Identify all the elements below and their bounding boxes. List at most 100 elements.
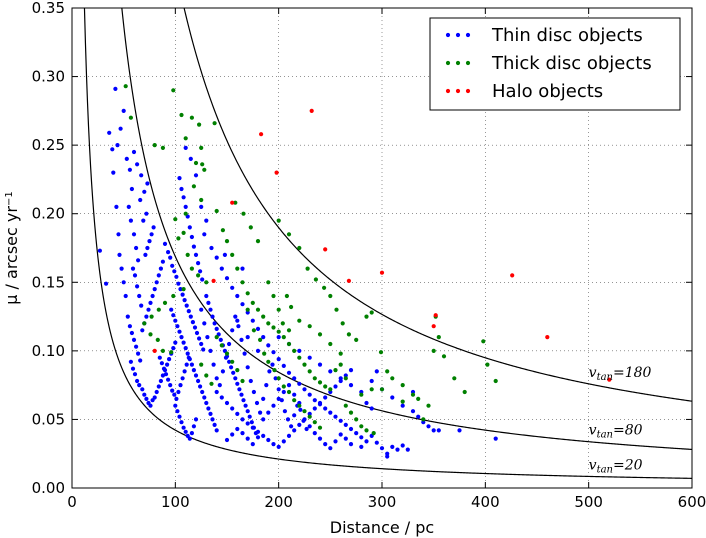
data-point bbox=[138, 358, 143, 363]
data-point bbox=[148, 332, 153, 337]
data-point bbox=[493, 378, 498, 384]
data-point bbox=[125, 314, 130, 319]
data-point bbox=[202, 167, 207, 172]
data-point bbox=[262, 351, 267, 356]
data-point bbox=[348, 410, 354, 415]
x-tick-label: 400 bbox=[471, 493, 500, 511]
data-point bbox=[400, 383, 405, 388]
data-point bbox=[245, 291, 250, 296]
data-point bbox=[183, 145, 188, 150]
legend-box bbox=[429, 17, 681, 111]
data-point bbox=[338, 418, 343, 423]
data-point bbox=[214, 208, 219, 214]
data-point bbox=[127, 167, 132, 172]
data-point bbox=[196, 273, 201, 278]
data-point bbox=[209, 381, 214, 386]
data-point bbox=[229, 365, 234, 370]
data-point bbox=[235, 381, 240, 386]
data-point bbox=[230, 359, 235, 364]
data-point bbox=[196, 261, 201, 266]
data-point bbox=[410, 409, 416, 414]
x-tick-label: 500 bbox=[574, 493, 603, 511]
data-point bbox=[235, 266, 240, 271]
data-point bbox=[186, 355, 191, 360]
data-point bbox=[220, 228, 225, 233]
data-point bbox=[123, 84, 128, 89]
data-point bbox=[359, 392, 364, 397]
legend-label: Thick disc objects bbox=[491, 53, 652, 74]
data-point bbox=[317, 362, 323, 367]
data-point bbox=[175, 324, 180, 329]
data-point bbox=[240, 417, 245, 422]
data-point bbox=[183, 429, 188, 434]
data-point bbox=[237, 387, 242, 392]
data-point bbox=[281, 439, 286, 444]
data-point bbox=[193, 252, 199, 257]
data-point bbox=[510, 273, 515, 278]
data-point bbox=[208, 307, 213, 312]
data-point bbox=[190, 320, 195, 325]
data-point bbox=[118, 126, 123, 131]
legend-marker bbox=[455, 88, 461, 94]
data-point bbox=[249, 420, 254, 425]
data-points bbox=[97, 84, 612, 459]
data-point bbox=[369, 387, 374, 392]
data-point bbox=[426, 403, 431, 408]
data-point bbox=[218, 337, 223, 342]
data-point bbox=[235, 411, 240, 416]
data-point bbox=[359, 444, 364, 449]
data-point bbox=[431, 324, 436, 329]
data-point bbox=[261, 433, 266, 438]
data-point bbox=[266, 280, 271, 285]
data-point bbox=[204, 218, 209, 223]
data-point bbox=[235, 318, 240, 323]
y-tick-label: 0.25 bbox=[32, 136, 65, 154]
data-point bbox=[346, 278, 351, 283]
data-point bbox=[156, 273, 161, 278]
data-point bbox=[161, 366, 167, 371]
legend-marker bbox=[445, 88, 451, 94]
data-point bbox=[416, 396, 421, 401]
data-point bbox=[346, 332, 351, 337]
data-point bbox=[117, 252, 122, 257]
data-point bbox=[266, 343, 271, 348]
data-point bbox=[264, 383, 269, 388]
legend-label: Halo objects bbox=[492, 81, 603, 102]
data-point bbox=[144, 314, 149, 319]
data-point bbox=[390, 376, 395, 381]
data-point bbox=[240, 378, 245, 384]
data-point bbox=[282, 409, 287, 414]
data-point bbox=[114, 204, 119, 209]
data-point bbox=[176, 236, 181, 241]
data-point bbox=[180, 292, 185, 297]
data-point bbox=[206, 406, 211, 411]
data-point bbox=[240, 302, 245, 307]
data-point bbox=[147, 239, 152, 244]
data-point bbox=[156, 384, 161, 389]
data-point bbox=[202, 395, 207, 400]
data-point bbox=[248, 225, 253, 230]
data-point bbox=[317, 400, 323, 406]
data-point bbox=[317, 425, 323, 430]
data-point bbox=[177, 414, 182, 419]
data-point bbox=[328, 410, 333, 415]
data-point bbox=[148, 300, 153, 305]
data-point bbox=[214, 428, 219, 433]
data-point bbox=[186, 309, 191, 314]
data-point bbox=[292, 376, 297, 381]
data-point bbox=[271, 442, 276, 447]
y-tick-label: 0.20 bbox=[32, 205, 65, 223]
data-point bbox=[201, 347, 206, 352]
data-point bbox=[284, 293, 289, 299]
data-point bbox=[374, 369, 379, 374]
data-point bbox=[144, 396, 149, 401]
data-point bbox=[217, 383, 222, 388]
data-point bbox=[481, 339, 486, 344]
data-point bbox=[160, 259, 165, 264]
data-point bbox=[193, 373, 199, 378]
data-point bbox=[107, 130, 112, 135]
legend-marker bbox=[465, 88, 471, 94]
data-point bbox=[128, 218, 133, 223]
data-point bbox=[152, 287, 157, 292]
data-point bbox=[199, 341, 204, 347]
